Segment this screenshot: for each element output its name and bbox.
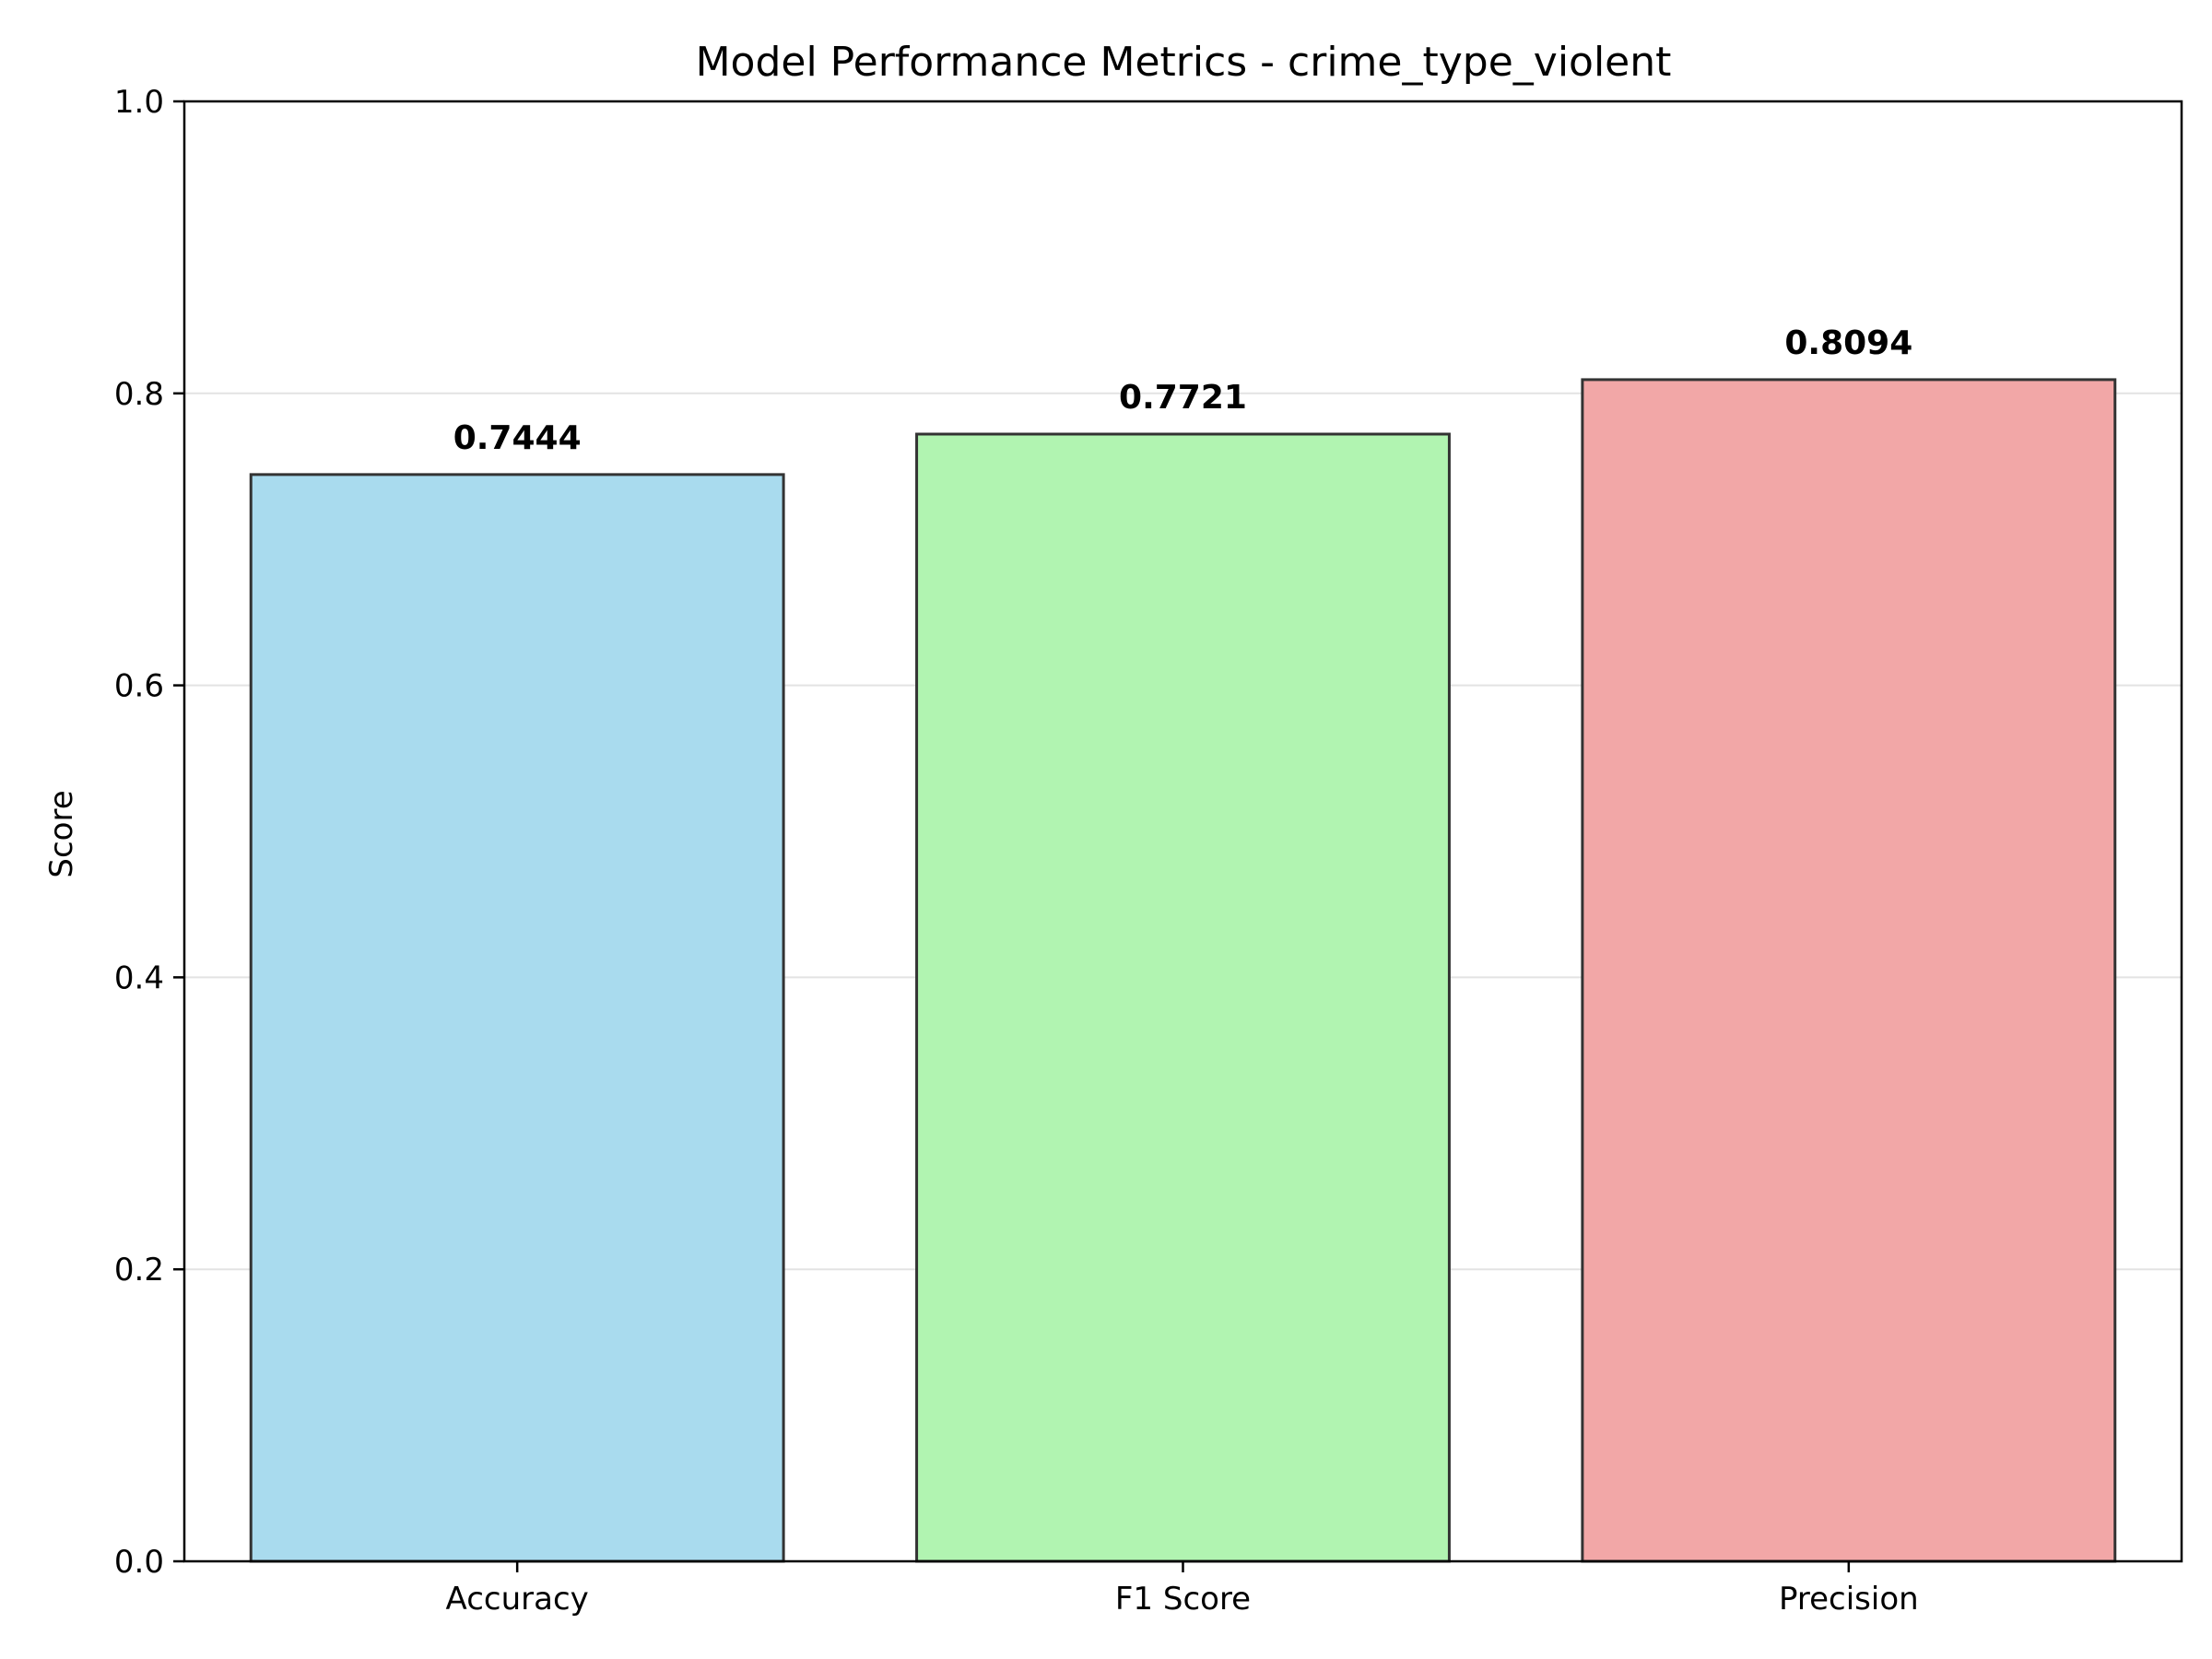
- bar-value-label: 0.7444: [453, 419, 582, 457]
- bar-precision: [1581, 378, 2117, 1563]
- y-tick-label: 0.8: [114, 376, 164, 413]
- x-tick-label: Precision: [1779, 1581, 1919, 1618]
- x-tick-label: F1 Score: [1115, 1581, 1251, 1618]
- y-tick-label: 0.2: [114, 1252, 164, 1288]
- bar-accuracy: [249, 473, 785, 1563]
- x-tick-label: Accuracy: [446, 1581, 589, 1618]
- y-tick-label: 1.0: [114, 84, 164, 121]
- bars: [249, 378, 2117, 1563]
- x-axis-ticks: Accuracy F1 Score Precision: [446, 1561, 1919, 1618]
- bar-value-labels: 0.7444 0.7721 0.8094: [453, 324, 1913, 457]
- bar-f1-score: [915, 432, 1451, 1563]
- y-tick-label: 0.6: [114, 668, 164, 705]
- y-tick-label: 0.4: [114, 959, 164, 996]
- y-axis-ticks: 0.0 0.2 0.4 0.6 0.8 1.0: [114, 84, 184, 1581]
- bar-value-label: 0.7721: [1119, 379, 1247, 417]
- y-axis-title: Score: [43, 790, 80, 877]
- chart-title: Model Performance Metrics - crime_type_v…: [696, 39, 1672, 86]
- y-tick-label: 0.0: [114, 1544, 164, 1581]
- bar-value-label: 0.8094: [1784, 324, 1912, 362]
